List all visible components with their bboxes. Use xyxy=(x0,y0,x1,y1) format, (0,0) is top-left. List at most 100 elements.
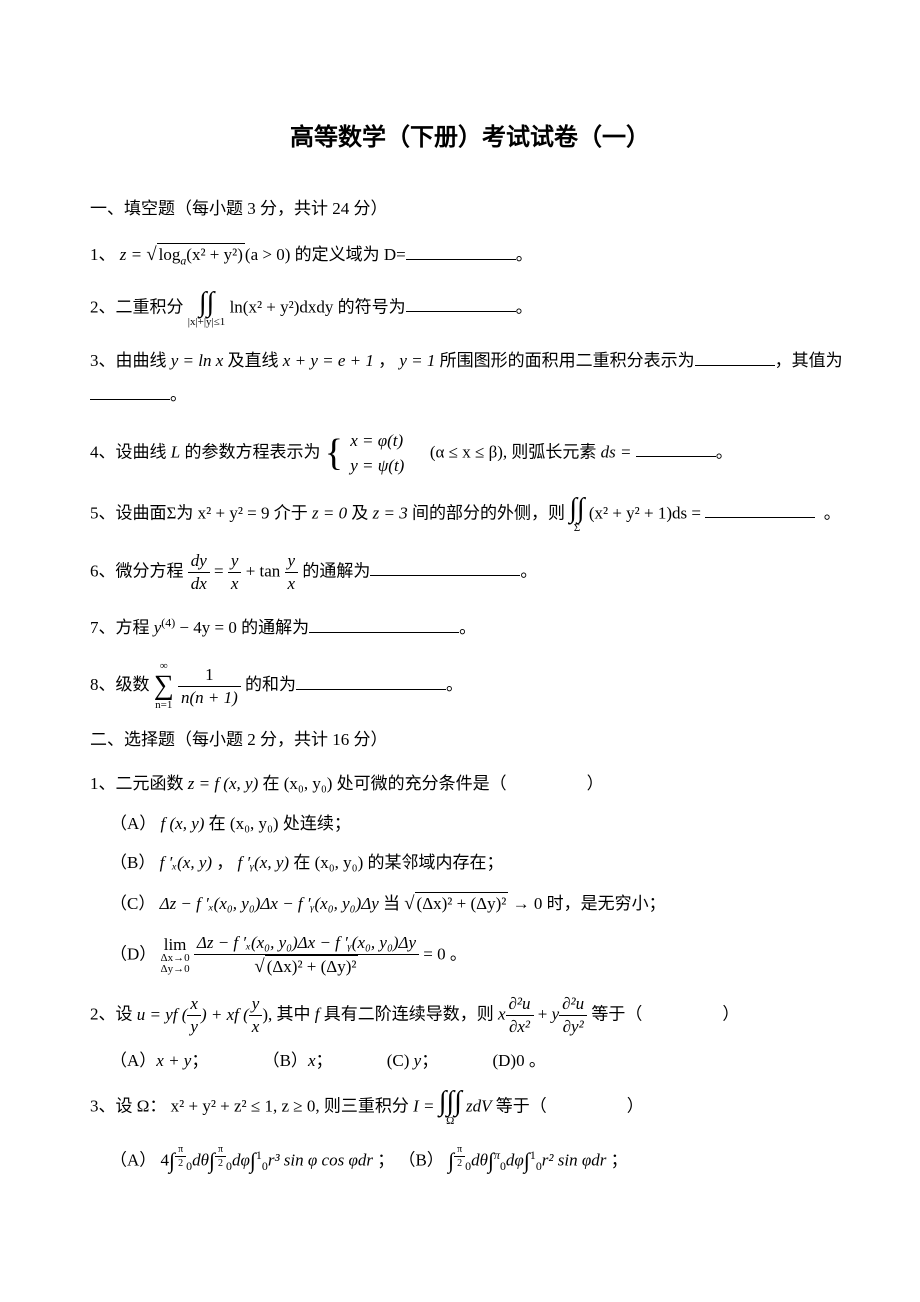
q6-eq: = xyxy=(214,561,228,580)
s2q1-e2: (x₀, y₀) xyxy=(284,774,333,793)
s2q1-optA: （A） f (x, y) 在 (x₀, y₀) 处连续； xyxy=(110,811,850,837)
q6-r1n: y xyxy=(228,550,242,573)
q5-integrand: (x² + y² + 1)ds = xyxy=(589,503,705,522)
q4-ds: ds = xyxy=(601,442,636,461)
s2q2-optA-e: x + y xyxy=(156,1051,191,1070)
s2q3-A-i2d: dφ xyxy=(232,1150,250,1169)
s2q2-plus: + xyxy=(538,1005,552,1024)
q7-blank xyxy=(309,613,459,633)
q5-blank xyxy=(705,498,815,518)
q6-suffix: 。 xyxy=(520,561,537,580)
q7-sup: (4) xyxy=(161,615,175,629)
q6-plus: + tan xyxy=(246,561,285,580)
s2q2-optD-e: 0 xyxy=(516,1051,525,1070)
q3-mid1: 及直线 xyxy=(228,351,283,370)
s2q1-optA-mid: 在 xyxy=(209,814,230,833)
q6-r2n: y xyxy=(285,550,299,573)
q4-cond: (α ≤ x ≤ β), xyxy=(430,442,507,461)
s2q2-e1b: ) + xf ( xyxy=(201,1005,249,1024)
s2q3-B-i3int: r² sin φdr xyxy=(542,1150,607,1169)
s2q1-optD-end: = 0 。 xyxy=(423,944,467,963)
q3-mid2: 所围图形的面积用二重积分表示为 xyxy=(440,351,695,370)
q8-den: n(n + 1) xyxy=(178,687,241,709)
s2q3-options: （A） 4∫π20dθ∫π20dφ∫10r³ sin φ cos φdr ； （… xyxy=(110,1143,850,1173)
s2q2-optC: (C) xyxy=(387,1051,414,1070)
s2q3-optA-label: （A） xyxy=(110,1150,156,1169)
s2q2-e1a: u = yf ( xyxy=(137,1005,188,1024)
s1-q3: 3、由曲线 y = ln x 及直线 x + y = e + 1 ， y = 1… xyxy=(90,344,850,412)
q5-suffix: 。 xyxy=(824,503,841,522)
q7-prefix: 7、方程 xyxy=(90,618,154,637)
s2q3-I: I = xyxy=(413,1096,439,1115)
q1-suffix: 。 xyxy=(516,245,533,264)
q5-mid1: 介于 xyxy=(274,503,312,522)
s2q2-optD: (D) xyxy=(492,1051,516,1070)
q6-blank xyxy=(370,556,520,576)
s2q3-e1: x² + y² + z² ≤ 1, z ≥ 0, xyxy=(171,1096,320,1115)
q4-r2: y = ψ(t) xyxy=(350,453,404,479)
q2-prefix: 2、二重积分 xyxy=(90,297,188,316)
q6-prefix: 6、微分方程 xyxy=(90,561,188,580)
s2q2-p2a: y xyxy=(552,1005,560,1024)
s2q1-optD-lim: lim xyxy=(164,935,187,954)
s2q1-optB-e3: (x₀, y₀) xyxy=(315,853,364,872)
s2q3-optA-4: 4 xyxy=(161,1150,170,1169)
q8-suffix: 。 xyxy=(446,675,463,694)
s2q1-optA-e2: (x₀, y₀) xyxy=(230,814,279,833)
s2q2-mid1: 其中 xyxy=(276,1005,314,1024)
s2q3-suffix: ） xyxy=(627,1096,644,1115)
q5-e3: z = 3 xyxy=(373,503,408,522)
s2q3-B-i1d: dθ xyxy=(471,1150,488,1169)
q8-mid: 的和为 xyxy=(245,675,296,694)
s2q3-optA-end: ； xyxy=(377,1150,394,1169)
s2q2-suffix: ） xyxy=(722,1005,739,1024)
s2q1-suffix: ） xyxy=(587,774,604,793)
s2q1-optC: （C） Δz − f ′ₓ(x₀, y₀)Δx − f ′ᵧ(x₀, y₀)Δy… xyxy=(110,890,850,918)
exam-title: 高等数学（下册）考试试卷（一） xyxy=(90,120,850,156)
q3-suffix: 。 xyxy=(170,385,187,404)
q3-blank1 xyxy=(695,346,775,366)
s2q3-B-i2d: dφ xyxy=(506,1150,524,1169)
s2q1-optD-den: (Δx)² + (Δy)² xyxy=(265,955,359,976)
q7-rest: − 4y = 0 xyxy=(175,618,237,637)
q4-mid1: 的参数方程表示为 xyxy=(184,442,320,461)
s2q2-optC-s: ； xyxy=(421,1051,438,1070)
q2-suffix: 。 xyxy=(516,297,533,316)
q8-prefix: 8、级数 xyxy=(90,675,154,694)
s2q2-f1d: y xyxy=(187,1016,201,1038)
q6-lhs-den: dx xyxy=(188,573,210,595)
s2q1-optD-label: （D） xyxy=(110,944,156,963)
s1-q7: 7、方程 y(4) − 4y = 0 的通解为。 xyxy=(90,611,850,645)
s2q1-optB-label: （B） xyxy=(110,853,155,872)
q5-mid2: 及 xyxy=(351,503,372,522)
s2q1-optB-mid: 在 xyxy=(293,853,314,872)
q1-prefix: 1、 xyxy=(90,245,120,264)
q3-blank2 xyxy=(90,380,170,400)
q5-mid3: 间的部分的外侧，则 xyxy=(412,503,565,522)
s2q2-optB: （B） xyxy=(263,1051,308,1070)
s2q1-prefix: 1、二元函数 xyxy=(90,774,188,793)
q4-suffix: 。 xyxy=(716,442,733,461)
s2q1-optA-end: 处连续； xyxy=(283,814,351,833)
s2q2-f: f xyxy=(315,1005,320,1024)
q2-intsub: |x|+|y|≤1 xyxy=(188,317,226,328)
section1-heading: 一、填空题（每小题 3 分，共计 24 分） xyxy=(90,196,850,222)
q7-suffix: 。 xyxy=(459,618,476,637)
s2q1-optB: （B） f ′ₓ(x, y) ， f ′ᵧ(x, y) 在 (x₀, y₀) 的… xyxy=(110,850,850,876)
q6-r1d: x xyxy=(228,573,242,595)
q1-blank xyxy=(406,239,516,259)
q6-mid: 的通解为 xyxy=(302,561,370,580)
s1-q6: 6、微分方程 dydx = yx + tan yx 的通解为。 xyxy=(90,550,850,595)
q3-e1: y = ln x xyxy=(171,351,224,370)
q1-lhs: z = xyxy=(120,245,147,264)
s2q1-optB-e2: f ′ᵧ(x, y) xyxy=(238,853,290,872)
s1-q4: 4、设曲线 L 的参数方程表示为 { x = φ(t) y = ψ(t) (α … xyxy=(90,428,850,479)
s2q3-mid2: 等于（ xyxy=(496,1096,547,1115)
s2q2-p1d: ∂x² xyxy=(506,1016,534,1038)
q3-comma: ， xyxy=(378,351,395,370)
s2q3-optB-end: ； xyxy=(611,1150,628,1169)
q3-mid3: ，其值为 xyxy=(775,351,843,370)
q2-blank xyxy=(406,292,516,312)
q3-prefix: 3、由曲线 xyxy=(90,351,171,370)
q4-L: L xyxy=(171,442,180,461)
